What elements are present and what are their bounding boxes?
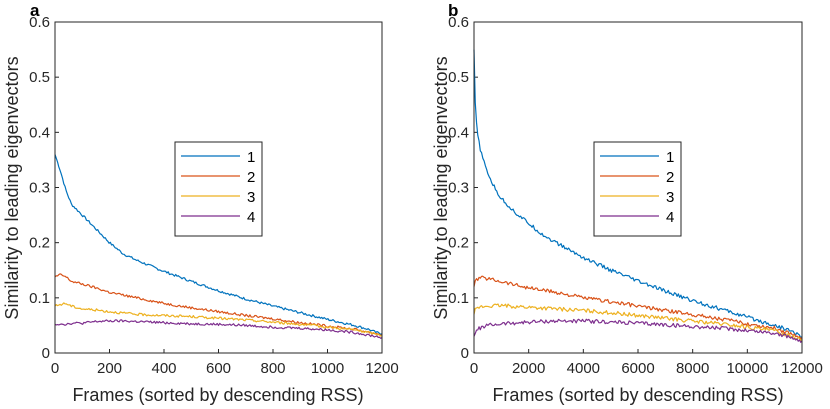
panel-a-legend-box [174,141,263,237]
panel-b-legend-label-3: 3 [666,189,674,206]
panel-a-y-tick-label: 0.3 [29,180,50,197]
panel-a-x-tick-label: 400 [151,360,176,377]
panel-a-y-tick-label: 0.1 [29,290,50,307]
panel-a-y-tick-label: 0.5 [29,69,50,86]
panel-a-series-2-line [54,273,383,337]
panel-a-legend-label-4: 4 [247,209,255,226]
panel-b-series-3-line [473,303,803,342]
panel-a-x-tick-label: 600 [206,360,231,377]
panel-b-legend: 1 2 3 4 [593,141,682,237]
panel-a-lines [54,154,383,339]
panel-a-legend-label-1: 1 [247,149,255,166]
panel-a-x-tick-label: 1200 [365,360,398,377]
panel-b-ticks: 0 2000 4000 6000 8000 10000 12000 0 0.1 0.2 0.3 0.4… [448,14,823,377]
panel-a-label: a [30,1,40,20]
panel-b-label: b [448,1,458,20]
panel-b-series-4-line [473,318,803,343]
panel-b-y-tick-label: 0.1 [448,290,469,307]
panel-a-y-tick-label: 0.6 [29,14,50,31]
panel-a-y-tick-label: 0 [42,345,50,362]
panel-a-y-axis-label: Similarity to leading eigenvectors [2,56,22,319]
panel-a-series-1-line [54,154,383,336]
panel-a-axes-box [54,21,383,354]
panel-b-x-tick-label: 6000 [621,360,654,377]
panel-b-y-tick-label: 0.4 [448,124,469,141]
panel-b-legend-box [593,141,682,237]
panel-a-x-tick-label: 800 [260,360,285,377]
panel-a-legend: 1 2 3 4 [174,141,263,237]
panel-b-y-tick-label: 0.3 [448,180,469,197]
panel-b-x-tick-label: 0 [470,360,478,377]
panel-b-y-tick-label: 0.5 [448,69,469,86]
panel-b-legend-label-2: 2 [666,169,674,186]
panel-a-y-tick-label: 0.2 [29,235,50,252]
panel-b-x-tick-label: 12000 [781,360,823,377]
panel-a-legend-label-3: 3 [247,189,255,206]
panel-a-series-3-line [54,302,383,337]
panel-b-x-tick-label: 2000 [512,360,545,377]
panel-a-legend-label-2: 2 [247,169,255,186]
panel-a-x-tick-label: 0 [51,360,59,377]
panel-b-y-tick-label: 0.2 [448,235,469,252]
panel-a: a Similarity to leading eigenvectors Fra… [2,1,399,405]
panel-a-x-tick-label: 200 [97,360,122,377]
panel-b-legend-label-4: 4 [666,209,674,226]
panel-b-y-tick-label: 0 [461,345,469,362]
panel-b-x-tick-label: 10000 [726,360,768,377]
panel-b-series-2-line [473,275,803,340]
panel-b-y-tick-label: 0.6 [448,14,469,31]
panel-a-series-4-line [54,319,383,339]
panel-a-ticks: 0 200 400 600 800 1000 1200 0 0.1 0.2 0.3 0.4 0.5 0.6 [29,14,399,377]
panel-b-lines [473,49,803,343]
panel-b-legend-label-1: 1 [666,149,674,166]
panel-b-y-axis-label: Similarity to leading eigenvectors [431,56,451,319]
panel-b-series-1-line [473,49,803,339]
panel-b-axes-box [473,21,803,354]
panel-b-x-tick-label: 8000 [676,360,709,377]
panel-a-x-tick-label: 1000 [311,360,344,377]
panel-a-x-axis-label: Frames (sorted by descending RSS) [72,385,363,405]
panel-b-x-axis-label: Frames (sorted by descending RSS) [492,385,783,405]
panel-b: b Similarity to leading eigenvectors Fra… [431,1,823,405]
panel-b-x-tick-label: 4000 [567,360,600,377]
panel-a-y-tick-label: 0.4 [29,124,50,141]
